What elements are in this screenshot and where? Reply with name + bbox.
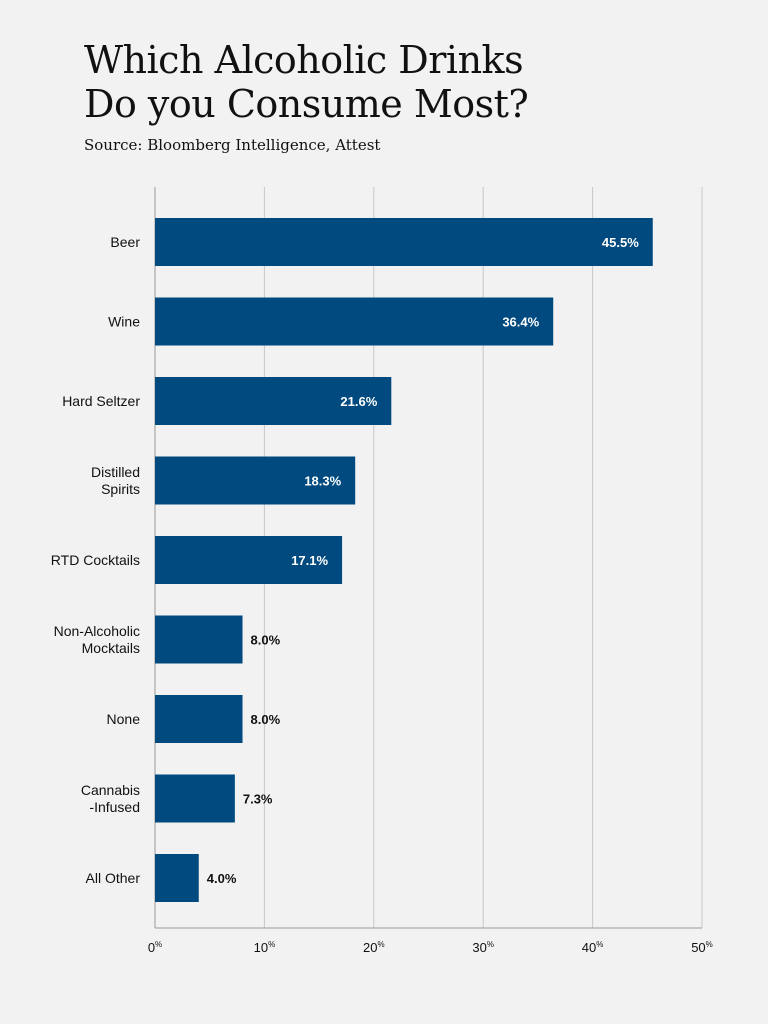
bar-2 — [155, 377, 392, 425]
bar-6 — [155, 695, 243, 743]
x-tick-label-0: 0% — [148, 940, 162, 955]
category-label-6: None — [107, 711, 141, 727]
data-label-1: 36.4% — [502, 315, 539, 330]
data-label-4: 17.1% — [291, 553, 328, 568]
bar-5 — [155, 615, 243, 664]
chart-source: Source: Bloomberg Intelligence, Attest — [84, 136, 381, 154]
category-label-8: All Other — [86, 870, 141, 886]
bar-4 — [155, 536, 343, 584]
bar-3 — [155, 456, 356, 505]
bar-7 — [155, 774, 235, 823]
chart-title: Which Alcoholic Drinks Do you Consume Mo… — [84, 38, 724, 126]
category-label-4: RTD Cocktails — [51, 552, 140, 568]
category-label-5: Non-Alcoholic Mocktails — [54, 623, 140, 656]
data-label-0: 45.5% — [602, 235, 639, 250]
bar-0 — [155, 218, 653, 266]
category-label-1: Wine — [108, 314, 140, 330]
data-label-5: 8.0% — [251, 633, 281, 648]
x-tick-label-10: 10% — [254, 940, 276, 955]
chart-title-line-1: Which Alcoholic Drinks — [84, 38, 524, 82]
chart-title-line-2: Do you Consume Most? — [84, 82, 529, 126]
bar-8 — [155, 854, 199, 902]
x-tick-label-20: 20% — [363, 940, 385, 955]
category-label-2: Hard Seltzer — [62, 393, 140, 409]
x-tick-label-50: 50% — [691, 940, 713, 955]
data-label-6: 8.0% — [251, 712, 281, 727]
category-label-3: Distilled Spirits — [91, 464, 140, 497]
data-label-2: 21.6% — [340, 394, 377, 409]
bar-1 — [155, 297, 554, 346]
category-label-7: Cannabis -Infused — [81, 782, 140, 815]
data-label-3: 18.3% — [304, 474, 341, 489]
x-tick-label-30: 30% — [472, 940, 494, 955]
data-label-8: 4.0% — [207, 871, 237, 886]
data-label-7: 7.3% — [243, 792, 273, 807]
x-tick-label-40: 40% — [582, 940, 604, 955]
category-label-0: Beer — [110, 234, 140, 250]
